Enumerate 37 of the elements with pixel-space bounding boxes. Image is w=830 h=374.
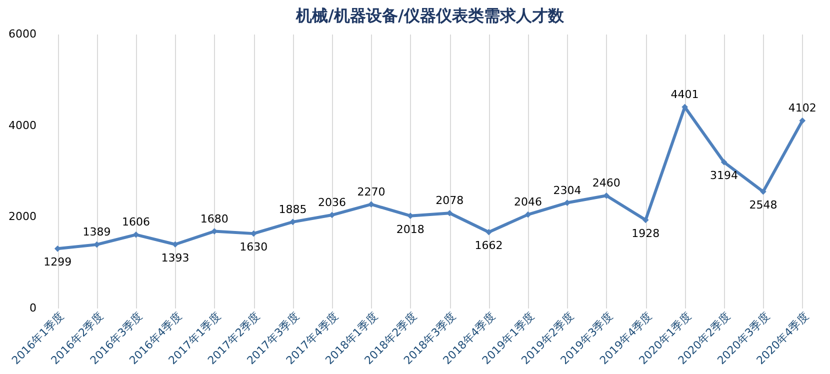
point — [94, 241, 100, 248]
point — [290, 218, 296, 226]
data-label: 2078 — [436, 194, 464, 208]
data-label: 4102 — [788, 102, 816, 115]
data-label: 1389 — [82, 226, 111, 239]
data-label: 1662 — [474, 239, 503, 252]
point — [524, 211, 532, 218]
data-label: 2548 — [749, 198, 778, 212]
point — [760, 188, 766, 195]
data-label: 1630 — [240, 240, 268, 254]
data-label: 1885 — [278, 202, 307, 216]
data-label: 2046 — [514, 196, 542, 209]
data-label: 2270 — [357, 185, 386, 198]
point — [642, 216, 649, 224]
point — [54, 246, 61, 252]
point — [328, 212, 336, 218]
data-label: 1393 — [161, 251, 190, 264]
data-label: 1928 — [632, 226, 660, 240]
y-tick-label: 6000 — [8, 28, 36, 40]
data-label: 1606 — [122, 216, 150, 229]
data-label: 3194 — [710, 169, 738, 182]
data-label: 4401 — [670, 88, 699, 102]
data-label: 2304 — [553, 184, 582, 197]
y-tick-label: 2000 — [8, 210, 36, 224]
y-tick-label: 4000 — [8, 118, 36, 132]
point — [486, 228, 492, 236]
data-label: 2460 — [592, 176, 620, 190]
chart-title: 机械/机器设备/仪器仪表类需求人才数 — [295, 6, 565, 25]
data-label: 1680 — [200, 212, 228, 226]
data-label: 2036 — [318, 196, 346, 210]
data-label: 1299 — [44, 256, 72, 269]
y-tick-label: 0 — [30, 302, 36, 314]
point — [799, 118, 806, 124]
point — [720, 158, 728, 166]
data-label: 2018 — [396, 222, 424, 236]
point — [172, 241, 178, 248]
point — [132, 231, 140, 238]
